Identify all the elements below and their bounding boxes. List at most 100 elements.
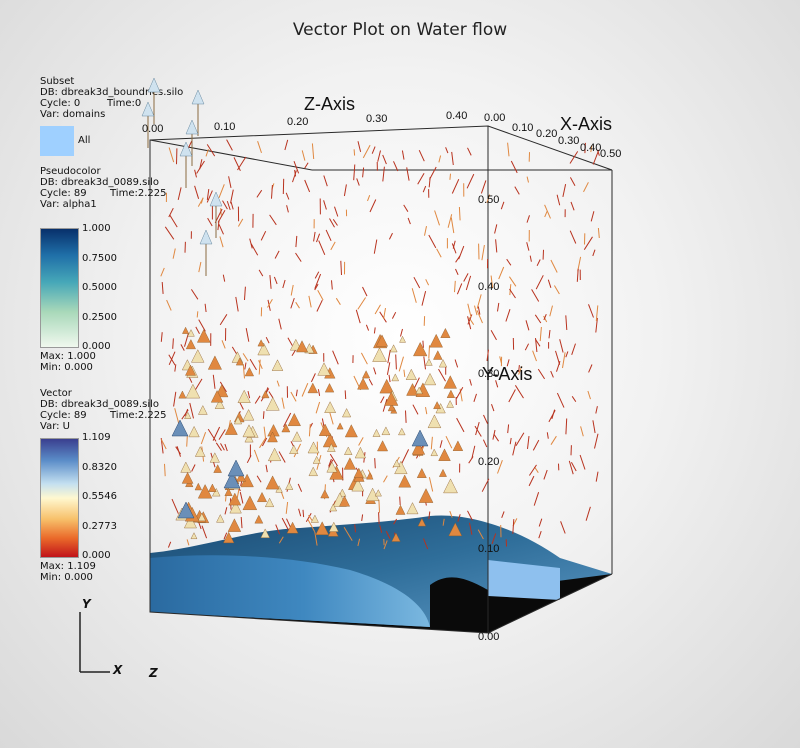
- vector-arrow: [293, 443, 302, 458]
- vector-arrow: [539, 326, 542, 342]
- vector-min: Min: 0.000: [40, 572, 93, 583]
- x-axis-title: X-Axis: [560, 114, 612, 134]
- vector-arrow: [547, 279, 552, 288]
- vector-arrowhead: [307, 382, 319, 394]
- vector-arrowhead: [320, 489, 330, 499]
- vector-arrow: [344, 390, 347, 400]
- vector-arrow: [222, 200, 228, 210]
- vector-arrow: [592, 420, 596, 434]
- vector-arrow: [329, 218, 335, 228]
- vector-arrow: [261, 437, 268, 447]
- vector-arrow: [160, 267, 165, 277]
- vector-arrow: [304, 179, 311, 193]
- vector-arrow: [217, 220, 220, 231]
- vector-arrow: [298, 508, 302, 517]
- vector-arrow: [490, 329, 497, 341]
- vector-arrow: [171, 498, 179, 514]
- vector-arrow: [191, 464, 196, 472]
- vector-arrow: [538, 518, 543, 527]
- vector-arrowhead: [329, 465, 344, 480]
- vector-arrow: [315, 401, 321, 414]
- vector-arrow: [189, 402, 194, 419]
- vector-arrow: [514, 385, 524, 399]
- vector-arrowhead: [185, 364, 196, 376]
- vector-arrow: [256, 475, 262, 483]
- z-tick: 0.10: [214, 121, 235, 133]
- vector-arrow: [207, 428, 217, 442]
- vector-arrow: [474, 305, 478, 316]
- vector-arrow: [395, 354, 397, 370]
- vector-arrow: [543, 315, 548, 323]
- vector-arrow: [271, 184, 273, 199]
- vector-tick: 0.000: [82, 550, 111, 561]
- vector-arrow: [198, 261, 202, 273]
- vector-arrow: [308, 514, 313, 521]
- water-block: [488, 560, 560, 600]
- vector-arrow: [356, 178, 360, 186]
- vector-arrow: [543, 314, 547, 321]
- vector-arrow: [556, 392, 565, 408]
- x-tick: 0.50: [600, 148, 621, 160]
- vector-arrow: [258, 269, 264, 277]
- vector-arrow: [438, 155, 442, 163]
- vector-arrowhead: [416, 467, 427, 478]
- vector-arrow: [595, 406, 598, 414]
- vector-arrow: [422, 340, 424, 348]
- vector-arrow: [451, 178, 460, 194]
- vector-arrow: [378, 512, 380, 525]
- vector-arrow: [583, 182, 589, 193]
- vector-arrow: [332, 219, 338, 226]
- vector-arrow: [373, 327, 376, 334]
- vector-arrow: [362, 144, 371, 159]
- vector-arrow: [254, 395, 261, 404]
- vector-arrow: [308, 295, 312, 308]
- vector-arrow: [570, 201, 575, 211]
- z-axis-title: Z-Axis: [304, 94, 355, 114]
- vector-arrow: [474, 425, 482, 437]
- vector-arrow: [239, 401, 244, 410]
- vector-arrow: [328, 458, 332, 467]
- vector-arrowhead: [227, 518, 242, 532]
- vector-arrow: [445, 147, 449, 154]
- vector-arrow: [595, 317, 598, 333]
- vector-arrowhead: [208, 483, 217, 492]
- vector-arrow: [498, 266, 505, 280]
- vector-arrow: [167, 541, 172, 548]
- vector-arrow: [388, 374, 391, 383]
- vector-arrowhead: [394, 460, 408, 474]
- vector-arrow: [259, 437, 267, 449]
- vector-arrowhead: [197, 512, 206, 522]
- vector-arrowhead: [327, 443, 336, 452]
- vector-arrow: [492, 429, 496, 440]
- vector-arrow: [174, 364, 177, 372]
- vector-arrow: [421, 290, 427, 306]
- vector-arrowhead: [261, 390, 270, 399]
- legend-pseudocolor-time: Time:2.225: [110, 188, 167, 199]
- vector-arrow: [374, 304, 381, 315]
- vector-arrowhead: [196, 328, 211, 343]
- vector-arrow: [233, 157, 241, 172]
- vector-arrowhead: [443, 478, 458, 494]
- vector-arrow: [434, 210, 440, 226]
- vector-arrow: [497, 302, 500, 312]
- vector-arrow: [465, 275, 472, 291]
- vector-arrowhead: [257, 339, 265, 347]
- vector-arrow: [329, 453, 338, 467]
- vector-arrow: [285, 192, 290, 200]
- vector-arrowhead: [372, 347, 387, 362]
- vector-colorbar: [40, 438, 79, 558]
- vector-arrow: [285, 501, 289, 514]
- vector-arrow: [281, 397, 285, 409]
- vector-arrow: [287, 337, 293, 346]
- vector-arrow: [365, 324, 370, 331]
- z-tick: 0.30: [366, 113, 387, 125]
- vector-arrow: [401, 449, 410, 464]
- vector-arrow: [168, 207, 174, 218]
- vector-arrow: [579, 454, 586, 470]
- vector-arrow: [212, 374, 216, 389]
- vector-arrow: [206, 189, 210, 200]
- vector-arrow: [509, 437, 512, 445]
- vector-arrow: [357, 297, 367, 310]
- vector-arrowhead: [286, 521, 299, 534]
